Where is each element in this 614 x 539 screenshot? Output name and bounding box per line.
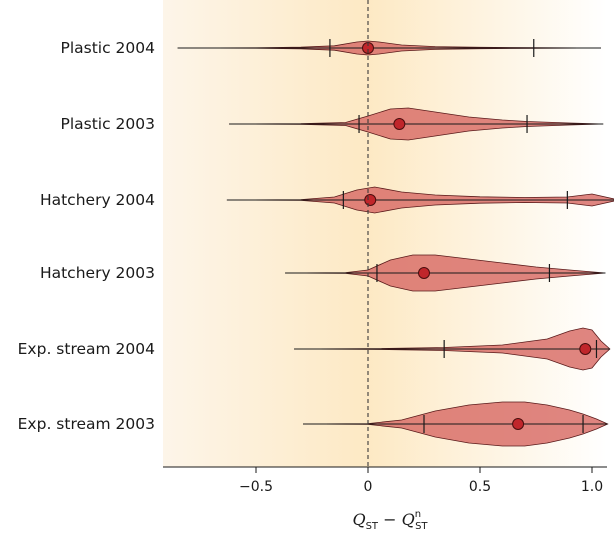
x-tick-label: 1.0: [581, 479, 603, 495]
median-point: [512, 418, 525, 430]
violin-group: [177, 39, 614, 447]
violin-row: [285, 254, 606, 292]
median-point: [418, 267, 430, 279]
median-point: [579, 343, 592, 355]
median-point: [364, 194, 377, 206]
median-point: [393, 118, 406, 130]
category-label: Plastic 2004: [60, 39, 155, 57]
violin-row: [229, 107, 604, 141]
category-labels: Plastic 2004 Plastic 2003 Hatchery 2004 Hat…: [18, 39, 155, 433]
category-label: Exp. stream 2004: [18, 340, 155, 358]
category-label: Hatchery 2003: [40, 264, 155, 282]
category-label: Hatchery 2004: [40, 191, 155, 209]
violin-row: [294, 327, 611, 371]
x-axis-title: QST − Qn ST: [352, 509, 428, 532]
x-tick-label: −0.5: [239, 479, 273, 495]
category-label: Exp. stream 2003: [18, 415, 155, 433]
plot-background: [163, 0, 607, 467]
category-label: Plastic 2003: [60, 115, 155, 133]
violin-row: [177, 39, 602, 57]
violin-row: [302, 401, 609, 447]
x-axis: −0.5 0 0.5 1.0: [163, 466, 607, 495]
violin-row: [226, 186, 614, 214]
x-tick-label: 0.5: [469, 479, 491, 495]
x-tick-label: 0: [364, 479, 373, 495]
